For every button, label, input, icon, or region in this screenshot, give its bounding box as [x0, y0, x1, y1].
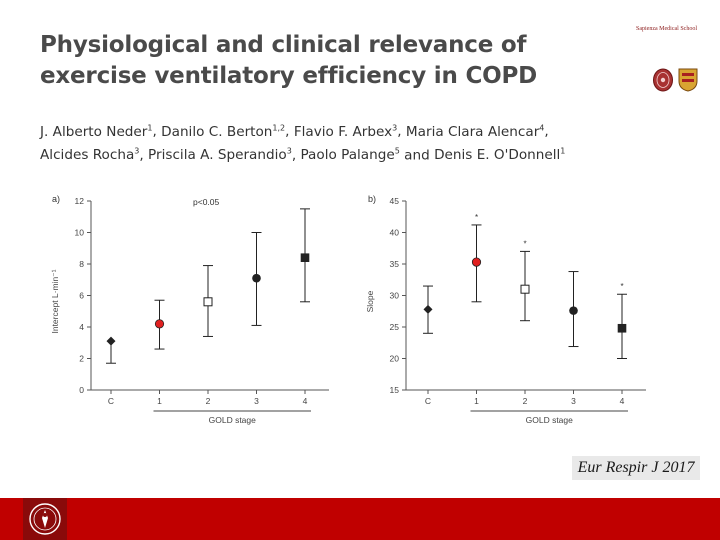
y-tick-label: 20	[390, 354, 400, 364]
logo-school-text: Sapienza Medical School	[636, 26, 697, 32]
significance-star: *	[523, 239, 526, 248]
title-line-1: Physiological and clinical relevance of	[40, 32, 527, 58]
data-point	[423, 304, 433, 314]
x-tick-label: 3	[571, 396, 576, 406]
y-axis-label: Slope	[365, 290, 375, 312]
y-tick-label: 15	[390, 385, 400, 395]
sapienza-logo-icon	[29, 503, 61, 535]
y-tick-label: 0	[79, 385, 84, 395]
x-tick-label: 3	[254, 396, 259, 406]
author: Alcides Rocha3	[40, 146, 140, 164]
x-axis-label: GOLD stage	[526, 415, 574, 425]
author: Denis E. O'Donnell1	[434, 146, 566, 164]
y-tick-label: 25	[390, 322, 400, 332]
footer-bar	[0, 498, 720, 540]
y-tick-label: 40	[390, 228, 400, 238]
data-point	[203, 297, 213, 307]
panel-label: b)	[368, 194, 376, 204]
x-tick-label: 1	[474, 396, 479, 406]
x-tick-label: 4	[620, 396, 625, 406]
data-point	[300, 253, 310, 262]
p-value-annotation: p<0.05	[193, 197, 220, 207]
author: Priscila A. Sperandio3	[148, 146, 292, 164]
y-axis-label: Intercept L·min⁻¹	[50, 269, 60, 333]
author-list: J. Alberto Neder1, Danilo C. Berton1,2, …	[40, 123, 566, 164]
author: J. Alberto Neder1	[40, 123, 153, 140]
data-point	[106, 336, 116, 346]
x-tick-label: 2	[206, 396, 211, 406]
y-tick-label: 10	[75, 228, 85, 238]
panel-label: a)	[52, 194, 60, 204]
significance-star: *	[620, 282, 623, 291]
x-tick-label: 2	[523, 396, 528, 406]
data-point	[569, 306, 578, 315]
author: Paolo Palange5	[300, 146, 400, 164]
university-logo: Sapienza Medical School	[630, 20, 710, 92]
citation: Eur Respir J 2017	[572, 456, 700, 480]
data-point	[154, 319, 165, 329]
data-point	[617, 323, 627, 333]
significance-star: *	[475, 213, 478, 222]
x-tick-label: 4	[303, 396, 308, 406]
y-tick-label: 12	[75, 196, 85, 206]
author: Maria Clara Alencar4	[405, 123, 545, 140]
y-tick-label: 4	[79, 322, 84, 332]
author: Danilo C. Berton1,2	[161, 123, 286, 140]
y-tick-label: 45	[390, 196, 400, 206]
y-tick-label: 8	[79, 259, 84, 269]
title-line-2: exercise ventilatory efficiency in COPD	[40, 63, 538, 89]
y-tick-label: 2	[79, 354, 84, 364]
university-seal-icon	[653, 68, 673, 92]
author: Flavio F. Arbex3	[293, 123, 398, 140]
data-point	[252, 273, 261, 283]
y-tick-label: 30	[390, 291, 400, 301]
data-point	[471, 257, 482, 267]
data-point	[520, 284, 530, 294]
x-tick-label: C	[108, 396, 114, 406]
crest-icon	[678, 68, 698, 92]
x-tick-label: 1	[157, 396, 162, 406]
x-axis-label: GOLD stage	[209, 415, 257, 425]
y-tick-label: 35	[390, 259, 400, 269]
y-tick-label: 6	[79, 291, 84, 301]
x-tick-label: C	[425, 396, 431, 406]
slide-title: Physiological and clinical relevance of …	[40, 30, 600, 92]
